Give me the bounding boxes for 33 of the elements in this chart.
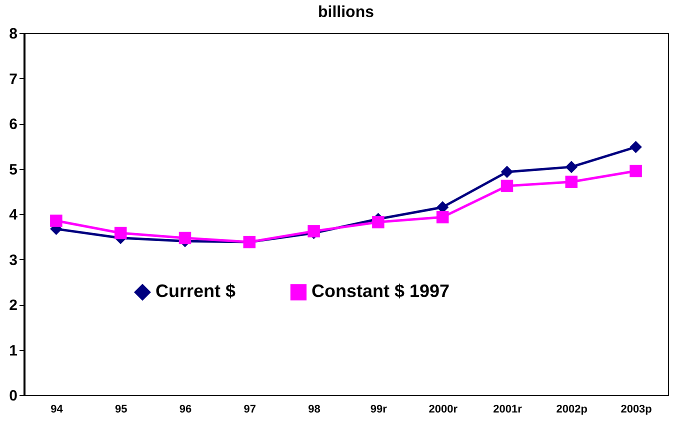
- point: [114, 226, 127, 240]
- point: [178, 232, 192, 244]
- point: [436, 211, 449, 224]
- x-tick-label: 2000r: [428, 404, 458, 416]
- y-tick-label: 2: [9, 297, 18, 314]
- y-tick-label: 6: [9, 116, 18, 133]
- x-tick-label: 96: [179, 404, 192, 416]
- x-tick-label: 2003p: [620, 404, 652, 416]
- y-tick-label: 0: [9, 388, 18, 404]
- point: [372, 216, 384, 228]
- point: [500, 166, 514, 178]
- x-tick-label: 95: [114, 404, 128, 416]
- point: [500, 180, 514, 192]
- x-tick-label: 2002p: [556, 404, 588, 416]
- y-tick-label: 7: [9, 70, 18, 88]
- point: [565, 176, 578, 188]
- y-tick-label: 3: [9, 252, 18, 269]
- point: [630, 164, 642, 178]
- x-tick-label: 97: [244, 404, 256, 416]
- legend-label: Current $: [155, 281, 236, 302]
- point: [630, 140, 642, 154]
- y-tick-label: 4: [9, 206, 18, 224]
- point: [50, 214, 62, 227]
- legend-label: Constant $ 1997: [311, 281, 450, 302]
- y-tick-label: 1: [9, 342, 18, 360]
- x-tick-label: 99r: [370, 404, 388, 416]
- point: [565, 160, 578, 174]
- y-tick-label: 5: [9, 161, 18, 178]
- x-tick-label: 2001r: [493, 404, 523, 416]
- y-tick-label: 8: [9, 26, 18, 42]
- x-tick-label: 94: [50, 404, 64, 416]
- x-tick-label: 98: [308, 404, 320, 416]
- chart-title: billions: [318, 4, 374, 21]
